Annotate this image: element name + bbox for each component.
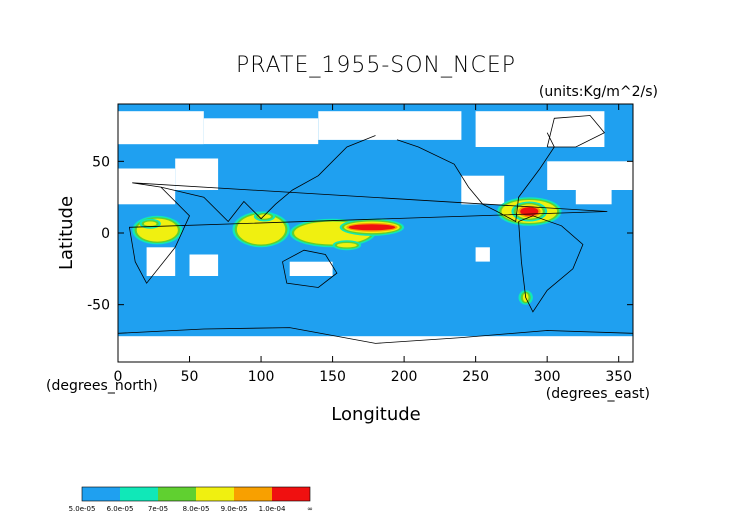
y-axis-title: Latitude bbox=[56, 196, 77, 270]
no-data-patch bbox=[118, 111, 204, 145]
precip-region-7-level-3 bbox=[236, 214, 286, 245]
coastline-path bbox=[128, 182, 608, 284]
x-axis-title: Longitude bbox=[331, 404, 421, 425]
x-axis-ticks: 0 50 100 150 200 250 300 350 bbox=[114, 104, 632, 385]
no-data-patch bbox=[289, 261, 333, 276]
x-tick-label: 150 bbox=[319, 369, 346, 385]
no-data-patch bbox=[318, 111, 462, 140]
y-tick-label: -50 bbox=[87, 298, 110, 314]
y-unit-label: (degrees_north) bbox=[46, 378, 158, 394]
no-data-patch bbox=[203, 118, 319, 145]
colorbar-swatch bbox=[158, 487, 196, 501]
colorbar-swatch bbox=[196, 487, 234, 501]
x-tick-label: 200 bbox=[391, 369, 418, 385]
no-data-patch bbox=[461, 175, 505, 205]
colorbar-swatch bbox=[120, 487, 158, 501]
colorbar-swatch bbox=[272, 487, 310, 501]
coastline-path bbox=[518, 215, 584, 313]
precip-region-8-level-3 bbox=[258, 214, 271, 219]
colorbar-frame bbox=[81, 486, 311, 502]
x-tick-label: 350 bbox=[605, 369, 632, 385]
colorbar-label: 1.0e-04 bbox=[259, 505, 286, 513]
units-label: (units:Kg/m^2/s) bbox=[539, 84, 658, 100]
colorbar-label: 9.0e-05 bbox=[221, 505, 248, 513]
chart-title: PRATE_1955-SON_NCEP bbox=[236, 53, 516, 78]
y-axis-ticks: 50 0 -50 bbox=[87, 154, 633, 314]
x-unit-label: (degrees_east) bbox=[546, 386, 650, 402]
colorbar-label: 8.0e-05 bbox=[183, 505, 210, 513]
no-data-patch bbox=[189, 254, 219, 276]
colorbar-swatch bbox=[82, 487, 120, 501]
x-tick-label: 100 bbox=[248, 369, 275, 385]
coastline-path bbox=[282, 249, 338, 288]
colorbar: 5.0e-05 6.0e-05 7e-05 8.0e-05 9.0e-05 1.0e-04… bbox=[69, 486, 313, 513]
x-tick-label: 300 bbox=[534, 369, 561, 385]
coastline-path bbox=[117, 327, 634, 344]
no-data-patch bbox=[575, 182, 612, 205]
x-tick-label: 0 bbox=[114, 369, 123, 385]
colorbar-label: 7e-05 bbox=[148, 505, 168, 513]
colorbar-label: 6.0e-05 bbox=[107, 505, 134, 513]
x-tick-label: 50 bbox=[181, 369, 199, 385]
precip-region-6-level-3 bbox=[143, 221, 157, 226]
coastline-path bbox=[546, 115, 606, 148]
no-data-patch bbox=[118, 336, 633, 362]
map-plot-area bbox=[117, 103, 634, 363]
colorbar-swatch bbox=[234, 487, 272, 501]
no-data-patch bbox=[118, 168, 176, 205]
y-tick-label: 50 bbox=[92, 154, 110, 170]
y-tick-label: 0 bbox=[101, 226, 110, 242]
precip-region-1-level-5 bbox=[348, 224, 396, 231]
colorbar-label: 5.0e-05 bbox=[69, 505, 96, 513]
precipitation-regions bbox=[132, 197, 562, 305]
coastline-path bbox=[396, 132, 555, 223]
coastline-path bbox=[160, 135, 376, 223]
colorbar-label: ∞ bbox=[307, 505, 313, 513]
x-tick-label: 250 bbox=[462, 369, 489, 385]
coastline bbox=[117, 115, 634, 344]
precip-region-2-level-3 bbox=[337, 243, 357, 248]
no-data-patch bbox=[475, 111, 605, 147]
no-data-patch bbox=[146, 247, 176, 276]
no-data-patch bbox=[475, 247, 490, 262]
no-data-patch bbox=[175, 158, 219, 190]
